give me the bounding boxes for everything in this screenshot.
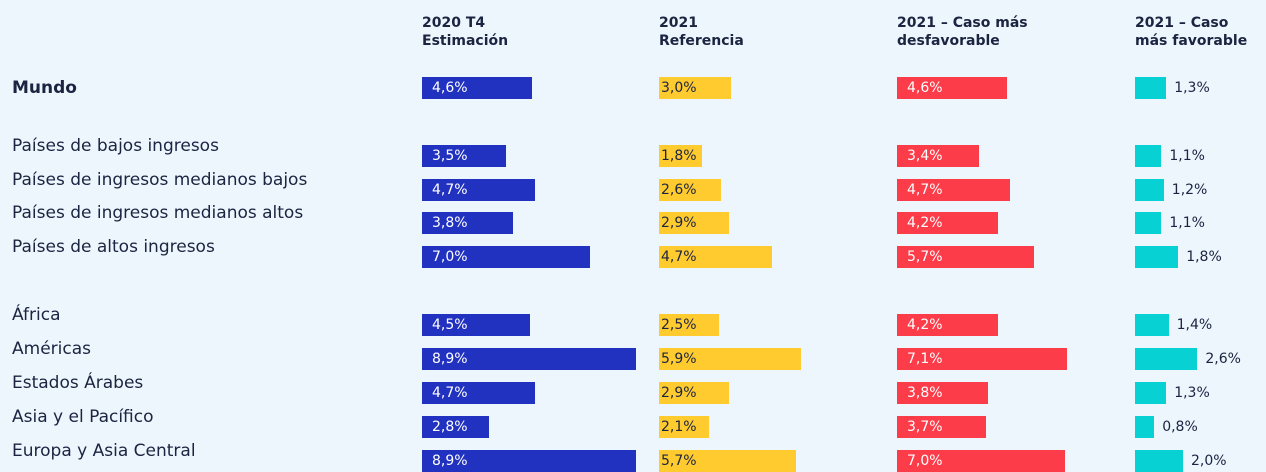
value-label: 2,9% — [661, 385, 697, 401]
value-label: 3,7% — [907, 419, 943, 435]
value-label: 3,8% — [432, 215, 468, 231]
value-label: 7,1% — [907, 351, 943, 367]
value-label: 1,1% — [1169, 148, 1205, 164]
bar — [659, 416, 710, 438]
value-label: 0,8% — [1162, 419, 1198, 435]
bar — [422, 314, 530, 336]
bar — [897, 179, 1010, 201]
bar — [1135, 179, 1164, 201]
value-label: 4,7% — [432, 385, 468, 401]
value-label: 4,5% — [432, 317, 468, 333]
value-label: 3,5% — [432, 148, 468, 164]
bar — [897, 450, 1065, 472]
bar — [1135, 212, 1162, 234]
bar — [897, 416, 986, 438]
column-header: 2021 – Caso más desfavorable — [897, 15, 1028, 49]
bar — [897, 246, 1034, 268]
bar — [659, 314, 719, 336]
category-label: Europa y Asia Central — [12, 441, 196, 461]
category-label: Asia y el Pacífico — [12, 407, 154, 427]
category-label: Mundo — [12, 78, 77, 98]
value-label: 5,9% — [661, 351, 697, 367]
value-label: 1,3% — [1174, 80, 1210, 96]
bar — [897, 145, 979, 167]
bar — [897, 212, 998, 234]
bar — [659, 145, 703, 167]
bar — [422, 145, 506, 167]
category-label: Países de ingresos medianos altos — [12, 203, 304, 223]
bar — [1135, 416, 1155, 438]
bar — [1135, 145, 1162, 167]
bar — [897, 314, 998, 336]
category-label: Países de altos ingresos — [12, 237, 215, 257]
value-label: 2,6% — [1205, 351, 1241, 367]
value-label: 1,8% — [1186, 249, 1222, 265]
bar — [422, 450, 636, 472]
value-label: 1,2% — [1171, 182, 1208, 198]
category-label: Países de bajos ingresos — [12, 136, 219, 156]
bar — [422, 416, 490, 438]
bar — [659, 382, 729, 404]
value-label: 3,4% — [907, 148, 943, 164]
bar — [422, 77, 533, 99]
value-label: 3,8% — [907, 385, 943, 401]
value-label: 5,7% — [661, 453, 697, 469]
value-label: 4,7% — [661, 249, 697, 265]
value-label: 4,2% — [907, 215, 943, 231]
value-label: 2,6% — [661, 182, 697, 198]
value-label: 2,0% — [1191, 453, 1227, 469]
bar — [659, 77, 731, 99]
column-header: 2020 T4 Estimación — [422, 15, 509, 49]
value-label: 5,7% — [907, 249, 943, 265]
category-label: África — [12, 305, 61, 325]
bar — [1135, 348, 1198, 370]
value-label: 2,8% — [432, 419, 468, 435]
bar — [659, 450, 796, 472]
value-label: 4,6% — [432, 80, 468, 96]
bar — [1135, 314, 1169, 336]
value-label: 2,5% — [661, 317, 697, 333]
value-label: 4,2% — [907, 317, 943, 333]
value-label: 1,3% — [1174, 385, 1210, 401]
category-label: Países de ingresos medianos bajos — [12, 170, 308, 190]
bar — [422, 246, 590, 268]
bar — [422, 382, 535, 404]
bar — [422, 212, 514, 234]
value-label: 2,9% — [661, 215, 697, 231]
value-label: 4,7% — [907, 182, 943, 198]
value-label: 4,7% — [432, 182, 468, 198]
value-label: 8,9% — [432, 453, 468, 469]
bar — [897, 77, 1008, 99]
bar — [897, 382, 989, 404]
bar — [422, 348, 636, 370]
bar — [897, 348, 1068, 370]
category-label: Américas — [12, 339, 91, 359]
bar — [1135, 246, 1179, 268]
value-label: 7,0% — [907, 453, 943, 469]
bar — [1135, 382, 1167, 404]
value-label: 1,8% — [661, 148, 697, 164]
bar — [659, 348, 801, 370]
bar — [659, 212, 729, 234]
value-label: 1,4% — [1176, 317, 1213, 333]
column-header: 2021 Referencia — [659, 15, 744, 49]
bar — [1135, 77, 1167, 99]
value-label: 8,9% — [432, 351, 468, 367]
value-label: 7,0% — [432, 249, 468, 265]
value-label: 4,6% — [907, 80, 943, 96]
category-label: Estados Árabes — [12, 373, 144, 393]
value-label: 3,0% — [661, 80, 697, 96]
bar — [422, 179, 535, 201]
value-label: 2,1% — [661, 419, 697, 435]
column-header: 2021 – Caso más favorable — [1135, 15, 1248, 49]
value-label: 1,1% — [1169, 215, 1205, 231]
bar — [659, 179, 722, 201]
bar — [1135, 450, 1183, 472]
bar — [659, 246, 772, 268]
